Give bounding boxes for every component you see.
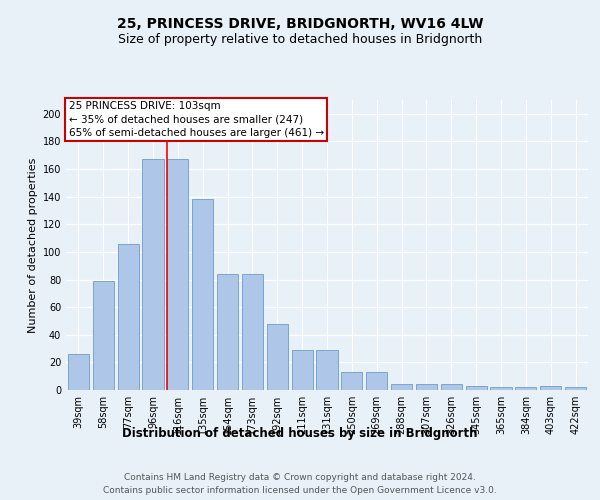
Bar [118,244,139,390]
Text: Distribution of detached houses by size in Bridgnorth: Distribution of detached houses by size … [122,428,478,440]
Bar [292,350,313,390]
Bar [167,160,188,390]
Text: 25, PRINCESS DRIVE, BRIDGNORTH, WV16 4LW: 25, PRINCESS DRIVE, BRIDGNORTH, WV16 4LW [117,18,483,32]
Text: 25 PRINCESS DRIVE: 103sqm
← 35% of detached houses are smaller (247)
65% of semi: 25 PRINCESS DRIVE: 103sqm ← 35% of detac… [68,102,324,138]
Bar [68,354,89,390]
Bar [341,372,362,390]
Bar [242,274,263,390]
Bar [192,200,213,390]
Bar [142,160,164,390]
Bar [316,350,338,390]
Bar [93,281,114,390]
Bar [267,324,288,390]
Y-axis label: Number of detached properties: Number of detached properties [28,158,38,332]
Bar [366,372,387,390]
Bar [391,384,412,390]
Bar [441,384,462,390]
Bar [466,386,487,390]
Text: Contains HM Land Registry data © Crown copyright and database right 2024.
Contai: Contains HM Land Registry data © Crown c… [103,474,497,495]
Bar [416,384,437,390]
Bar [515,387,536,390]
Bar [540,386,561,390]
Bar [490,387,512,390]
Bar [565,387,586,390]
Bar [217,274,238,390]
Text: Size of property relative to detached houses in Bridgnorth: Size of property relative to detached ho… [118,32,482,46]
